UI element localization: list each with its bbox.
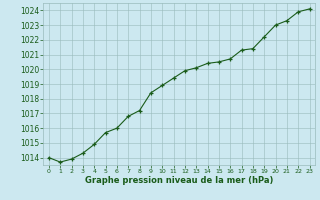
X-axis label: Graphe pression niveau de la mer (hPa): Graphe pression niveau de la mer (hPa)	[85, 176, 273, 185]
